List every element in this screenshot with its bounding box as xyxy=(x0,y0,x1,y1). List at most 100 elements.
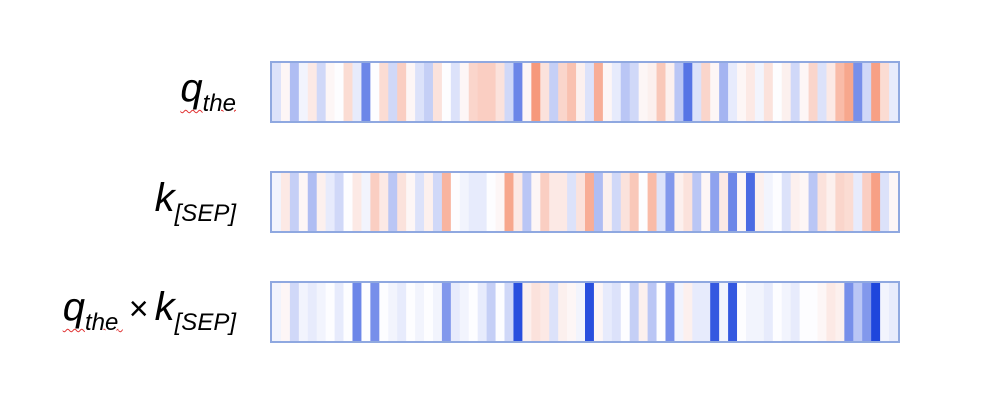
heat-cell xyxy=(370,283,380,341)
heat-cell xyxy=(468,283,479,341)
heat-cell xyxy=(638,283,649,341)
heat-cell xyxy=(710,283,720,341)
heat-cell xyxy=(459,283,470,341)
heat-cell xyxy=(647,173,658,231)
heat-cell xyxy=(799,173,810,231)
heat-cell xyxy=(862,283,872,341)
heat-cell xyxy=(316,283,327,341)
heat-cell xyxy=(424,63,434,121)
heat-cell xyxy=(853,283,863,341)
heat-cell xyxy=(629,63,640,121)
heat-cell xyxy=(692,283,702,341)
heat-cell xyxy=(352,173,362,231)
heat-cell xyxy=(826,283,836,341)
heat-cell xyxy=(790,283,801,341)
heat-cell xyxy=(531,63,541,121)
heat-cell xyxy=(585,283,595,341)
heat-cell xyxy=(710,173,720,231)
heat-cell xyxy=(665,173,675,231)
heat-cell xyxy=(737,63,747,121)
heat-cell xyxy=(593,63,604,121)
heat-cell xyxy=(468,173,479,231)
label-q-product: q xyxy=(62,285,85,329)
heat-cell xyxy=(388,63,398,121)
label-k-product: k xyxy=(154,285,175,329)
heat-cell xyxy=(397,63,407,121)
heat-cell xyxy=(701,63,711,121)
heat-cell xyxy=(343,283,353,341)
heat-cell xyxy=(361,63,371,121)
heat-cell xyxy=(486,283,497,341)
heat-cell xyxy=(477,63,488,121)
heat-strip-product xyxy=(270,281,900,343)
heat-cell xyxy=(620,283,631,341)
heat-cell xyxy=(611,283,622,341)
heat-cell xyxy=(638,173,649,231)
heat-cell xyxy=(844,63,854,121)
heat-cell xyxy=(307,173,318,231)
heat-cell xyxy=(629,173,640,231)
heat-cell xyxy=(674,173,684,231)
heat-cell xyxy=(737,173,747,231)
label-sub-sep: [SEP] xyxy=(174,200,236,227)
heat-cell xyxy=(441,63,452,121)
heat-cell xyxy=(325,63,336,121)
heat-cell xyxy=(790,63,801,121)
heat-cell xyxy=(334,283,345,341)
heat-cell xyxy=(441,283,452,341)
heat-cell xyxy=(441,173,452,231)
label-q: q xyxy=(180,66,203,110)
heat-cell xyxy=(477,283,488,341)
heat-cell xyxy=(728,63,738,121)
heat-cell xyxy=(880,283,890,341)
row-label-q-the: qthe xyxy=(180,66,236,117)
heat-cell xyxy=(424,283,434,341)
heat-cell xyxy=(701,283,711,341)
heat-cell xyxy=(781,173,792,231)
heat-cell xyxy=(576,63,586,121)
heat-cell xyxy=(343,173,353,231)
heat-cell xyxy=(692,173,702,231)
heat-cell xyxy=(745,63,756,121)
heat-cell xyxy=(307,283,318,341)
label-sub-the-product: the xyxy=(84,309,119,336)
heat-cell xyxy=(406,173,416,231)
heat-cell xyxy=(397,173,407,231)
heat-cell xyxy=(763,283,774,341)
heat-cell xyxy=(602,173,613,231)
heat-cell xyxy=(620,63,631,121)
heat-cell xyxy=(415,63,425,121)
heat-cell xyxy=(853,63,863,121)
heat-cell xyxy=(361,173,371,231)
heat-cell xyxy=(745,283,756,341)
heat-cell xyxy=(513,283,523,341)
heat-cell xyxy=(513,173,523,231)
heat-strip-k-sep xyxy=(270,171,900,233)
heat-cell xyxy=(656,173,666,231)
heat-cell xyxy=(450,63,461,121)
heat-cell xyxy=(316,63,327,121)
heat-cell xyxy=(781,63,792,121)
heat-cell xyxy=(567,283,577,341)
heat-cell xyxy=(889,63,898,121)
heat-cell xyxy=(280,63,291,121)
heat-cell xyxy=(531,173,541,231)
heat-cell xyxy=(683,283,693,341)
heat-cell xyxy=(540,63,550,121)
heat-cell xyxy=(593,283,604,341)
heat-cell xyxy=(379,283,389,341)
heat-cell xyxy=(289,173,300,231)
heat-cell xyxy=(504,63,514,121)
heat-cell xyxy=(388,173,398,231)
heat-cell xyxy=(477,173,488,231)
heat-strip-q-the xyxy=(270,61,900,123)
heat-cell xyxy=(558,283,568,341)
heat-cell xyxy=(656,283,666,341)
heat-cell xyxy=(486,63,497,121)
heat-cell xyxy=(835,63,845,121)
heat-cell xyxy=(692,63,702,121)
heat-cell xyxy=(343,63,353,121)
heat-cell xyxy=(799,283,810,341)
label-sub-the: the xyxy=(202,90,236,117)
heat-cell xyxy=(513,63,523,121)
